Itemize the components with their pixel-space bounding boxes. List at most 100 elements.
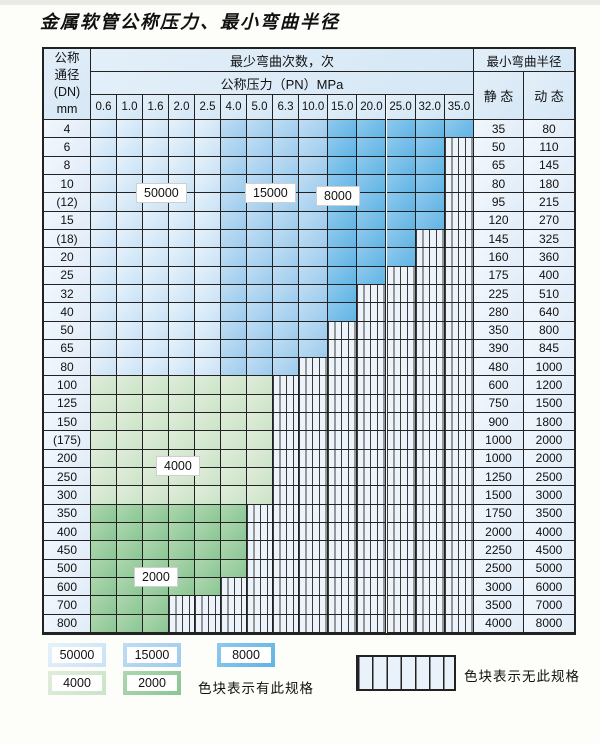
pressure-value-cell: 20.0 — [357, 95, 387, 120]
spec-cell — [357, 120, 387, 139]
dn-cell: (175) — [44, 431, 91, 450]
no-spec-cell — [444, 303, 474, 322]
spec-cell — [117, 303, 143, 322]
no-spec-cell — [357, 559, 387, 578]
spec-cell — [386, 174, 416, 194]
spec-cell — [143, 431, 169, 450]
no-spec-cell — [386, 541, 416, 560]
dn-line-3: (DN) — [53, 85, 81, 99]
no-spec-cell — [386, 596, 416, 615]
spec-cell — [143, 211, 169, 230]
spec-cell — [328, 303, 358, 322]
no-spec-cell — [444, 376, 474, 395]
no-spec-cell — [299, 358, 329, 377]
dynamic-header: 动 态 — [524, 72, 574, 120]
spec-cell — [91, 211, 117, 230]
no-spec-cell — [415, 266, 445, 285]
spec-cell — [91, 193, 117, 212]
no-spec-cell — [444, 431, 474, 450]
no-spec-cell — [247, 559, 273, 578]
static-radius-cell: 280 — [474, 303, 524, 322]
spec-cell — [143, 284, 169, 304]
spec-cell — [169, 229, 195, 249]
spec-cell — [221, 120, 247, 139]
spec-cell — [221, 541, 247, 560]
dynamic-radius-cell: 510 — [524, 284, 574, 304]
spec-cell — [328, 156, 358, 175]
page-title: 金属软管公称压力、最小弯曲半径 — [40, 12, 340, 33]
spec-cell — [247, 229, 273, 249]
static-header: 静 态 — [474, 72, 524, 120]
no-spec-cell — [357, 504, 387, 524]
no-spec-cell — [415, 339, 445, 359]
no-spec-cell — [386, 358, 416, 377]
spec-cell — [143, 614, 169, 633]
no-spec-cell — [386, 486, 416, 505]
spec-cell — [195, 413, 221, 432]
pressure-value-cell: 2.0 — [169, 95, 195, 120]
dn-cell: 300 — [44, 486, 91, 505]
no-spec-cell — [444, 284, 474, 304]
spec-cell — [117, 376, 143, 395]
spec-cell — [117, 156, 143, 175]
dynamic-radius-cell: 215 — [524, 193, 574, 212]
spec-cell — [247, 321, 273, 340]
no-spec-cell — [221, 614, 247, 633]
no-spec-cell — [247, 541, 273, 560]
spec-cell — [273, 138, 299, 157]
dn-cell: 4 — [44, 120, 91, 139]
spec-cell — [221, 321, 247, 340]
spec-cell — [386, 138, 416, 157]
spec-cell — [195, 248, 221, 267]
spec-cell — [221, 431, 247, 450]
no-spec-cell — [273, 394, 299, 414]
no-spec-cell — [299, 431, 329, 450]
spec-cell — [117, 211, 143, 230]
no-spec-cell — [328, 504, 358, 524]
static-radius-cell: 120 — [474, 211, 524, 230]
spec-cell — [221, 266, 247, 285]
no-spec-cell — [444, 468, 474, 487]
dynamic-radius-cell: 6000 — [524, 578, 574, 597]
dynamic-radius-cell: 1200 — [524, 376, 574, 395]
spec-cell — [169, 413, 195, 432]
spec-cell — [299, 248, 329, 267]
spec-cell — [117, 596, 143, 615]
dynamic-radius-cell: 110 — [524, 138, 574, 157]
spec-cell — [143, 541, 169, 560]
spec-cell — [195, 120, 221, 139]
no-spec-cell — [415, 303, 445, 322]
spec-cell — [221, 413, 247, 432]
spec-cell — [195, 229, 221, 249]
dynamic-radius-cell: 7000 — [524, 596, 574, 615]
static-radius-cell: 65 — [474, 156, 524, 175]
no-spec-cell — [195, 614, 221, 633]
no-spec-cell — [273, 486, 299, 505]
no-spec-cell — [357, 321, 387, 340]
spec-cell — [169, 376, 195, 395]
no-spec-cell — [299, 376, 329, 395]
spec-cell — [91, 156, 117, 175]
legend-swatch-label: 4000 — [52, 675, 102, 691]
dn-cell: 80 — [44, 358, 91, 377]
no-spec-cell — [247, 596, 273, 615]
spec-cell — [169, 486, 195, 505]
no-spec-cell — [357, 303, 387, 322]
no-spec-cell — [444, 614, 474, 633]
spec-cell — [221, 229, 247, 249]
spec-cell — [143, 339, 169, 359]
spec-cell — [357, 174, 387, 194]
no-spec-cell — [386, 523, 416, 542]
spec-cell — [273, 339, 299, 359]
nominal-pressure-header: 公称压力（PN）MPa — [91, 72, 474, 95]
no-spec-cell — [357, 394, 387, 414]
no-spec-cell — [415, 413, 445, 432]
spec-cell — [273, 248, 299, 267]
min-bend-radius-header: 最小弯曲半径 — [474, 49, 574, 72]
static-radius-cell: 160 — [474, 248, 524, 267]
spec-cell — [195, 578, 221, 597]
dn-line-4: mm — [56, 102, 78, 116]
no-spec-cell — [415, 468, 445, 487]
spec-cell — [143, 486, 169, 505]
spec-cell — [195, 376, 221, 395]
